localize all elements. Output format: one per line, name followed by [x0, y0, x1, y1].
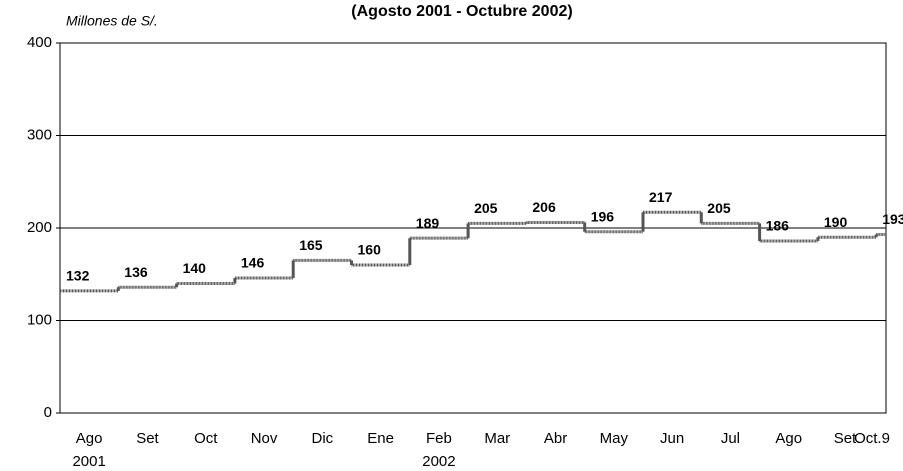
x-sublabel: 2002 [422, 453, 455, 470]
value-label: 136 [124, 264, 148, 280]
x-tick-label: Nov [251, 430, 278, 447]
plot-border [59, 42, 887, 414]
x-tick-label: Oct [194, 430, 218, 447]
x-tick-label: Ago [775, 430, 802, 447]
x-tick-label: Feb [426, 430, 452, 447]
x-tick-label: Mar [484, 430, 510, 447]
value-label: 165 [299, 237, 323, 253]
x-tick-label: Ago [76, 430, 103, 447]
value-label: 190 [824, 214, 848, 230]
value-label: 193 * [882, 211, 903, 227]
y-axis-label: Millones de S/. [66, 13, 158, 29]
x-tick-label: Jul [721, 430, 740, 447]
x-tick-label: Dic [312, 430, 334, 447]
value-label: 132 [66, 268, 90, 284]
x-sublabel: 2001 [72, 453, 105, 470]
x-tick-label: Oct.9 [854, 430, 890, 447]
y-tick-label: 100 [27, 311, 52, 328]
y-tick-label: 200 [27, 219, 52, 236]
chart-title: (Agosto 2001 - Octubre 2002) [351, 3, 572, 20]
value-label: 186 [766, 218, 790, 234]
value-label: 205 [474, 200, 498, 216]
value-label: 146 [241, 255, 265, 271]
x-tick-label: Jun [660, 430, 684, 447]
x-tick-label: Set. [834, 430, 861, 447]
value-label: 205 [707, 200, 731, 216]
x-tick-label: Abr [544, 430, 567, 447]
x-tick-label: Set [136, 430, 159, 447]
y-tick-label: 0 [44, 404, 52, 421]
value-label: 196 [591, 208, 615, 224]
value-label: 160 [358, 242, 382, 258]
y-tick-label: 400 [27, 34, 52, 51]
value-label: 140 [183, 260, 207, 276]
value-label: 217 [649, 189, 673, 205]
value-label: 189 [416, 215, 440, 231]
value-label: 206 [532, 199, 556, 215]
y-tick-label: 300 [27, 126, 52, 143]
x-tick-label: May [600, 430, 629, 447]
x-tick-label: Ene [367, 430, 394, 447]
